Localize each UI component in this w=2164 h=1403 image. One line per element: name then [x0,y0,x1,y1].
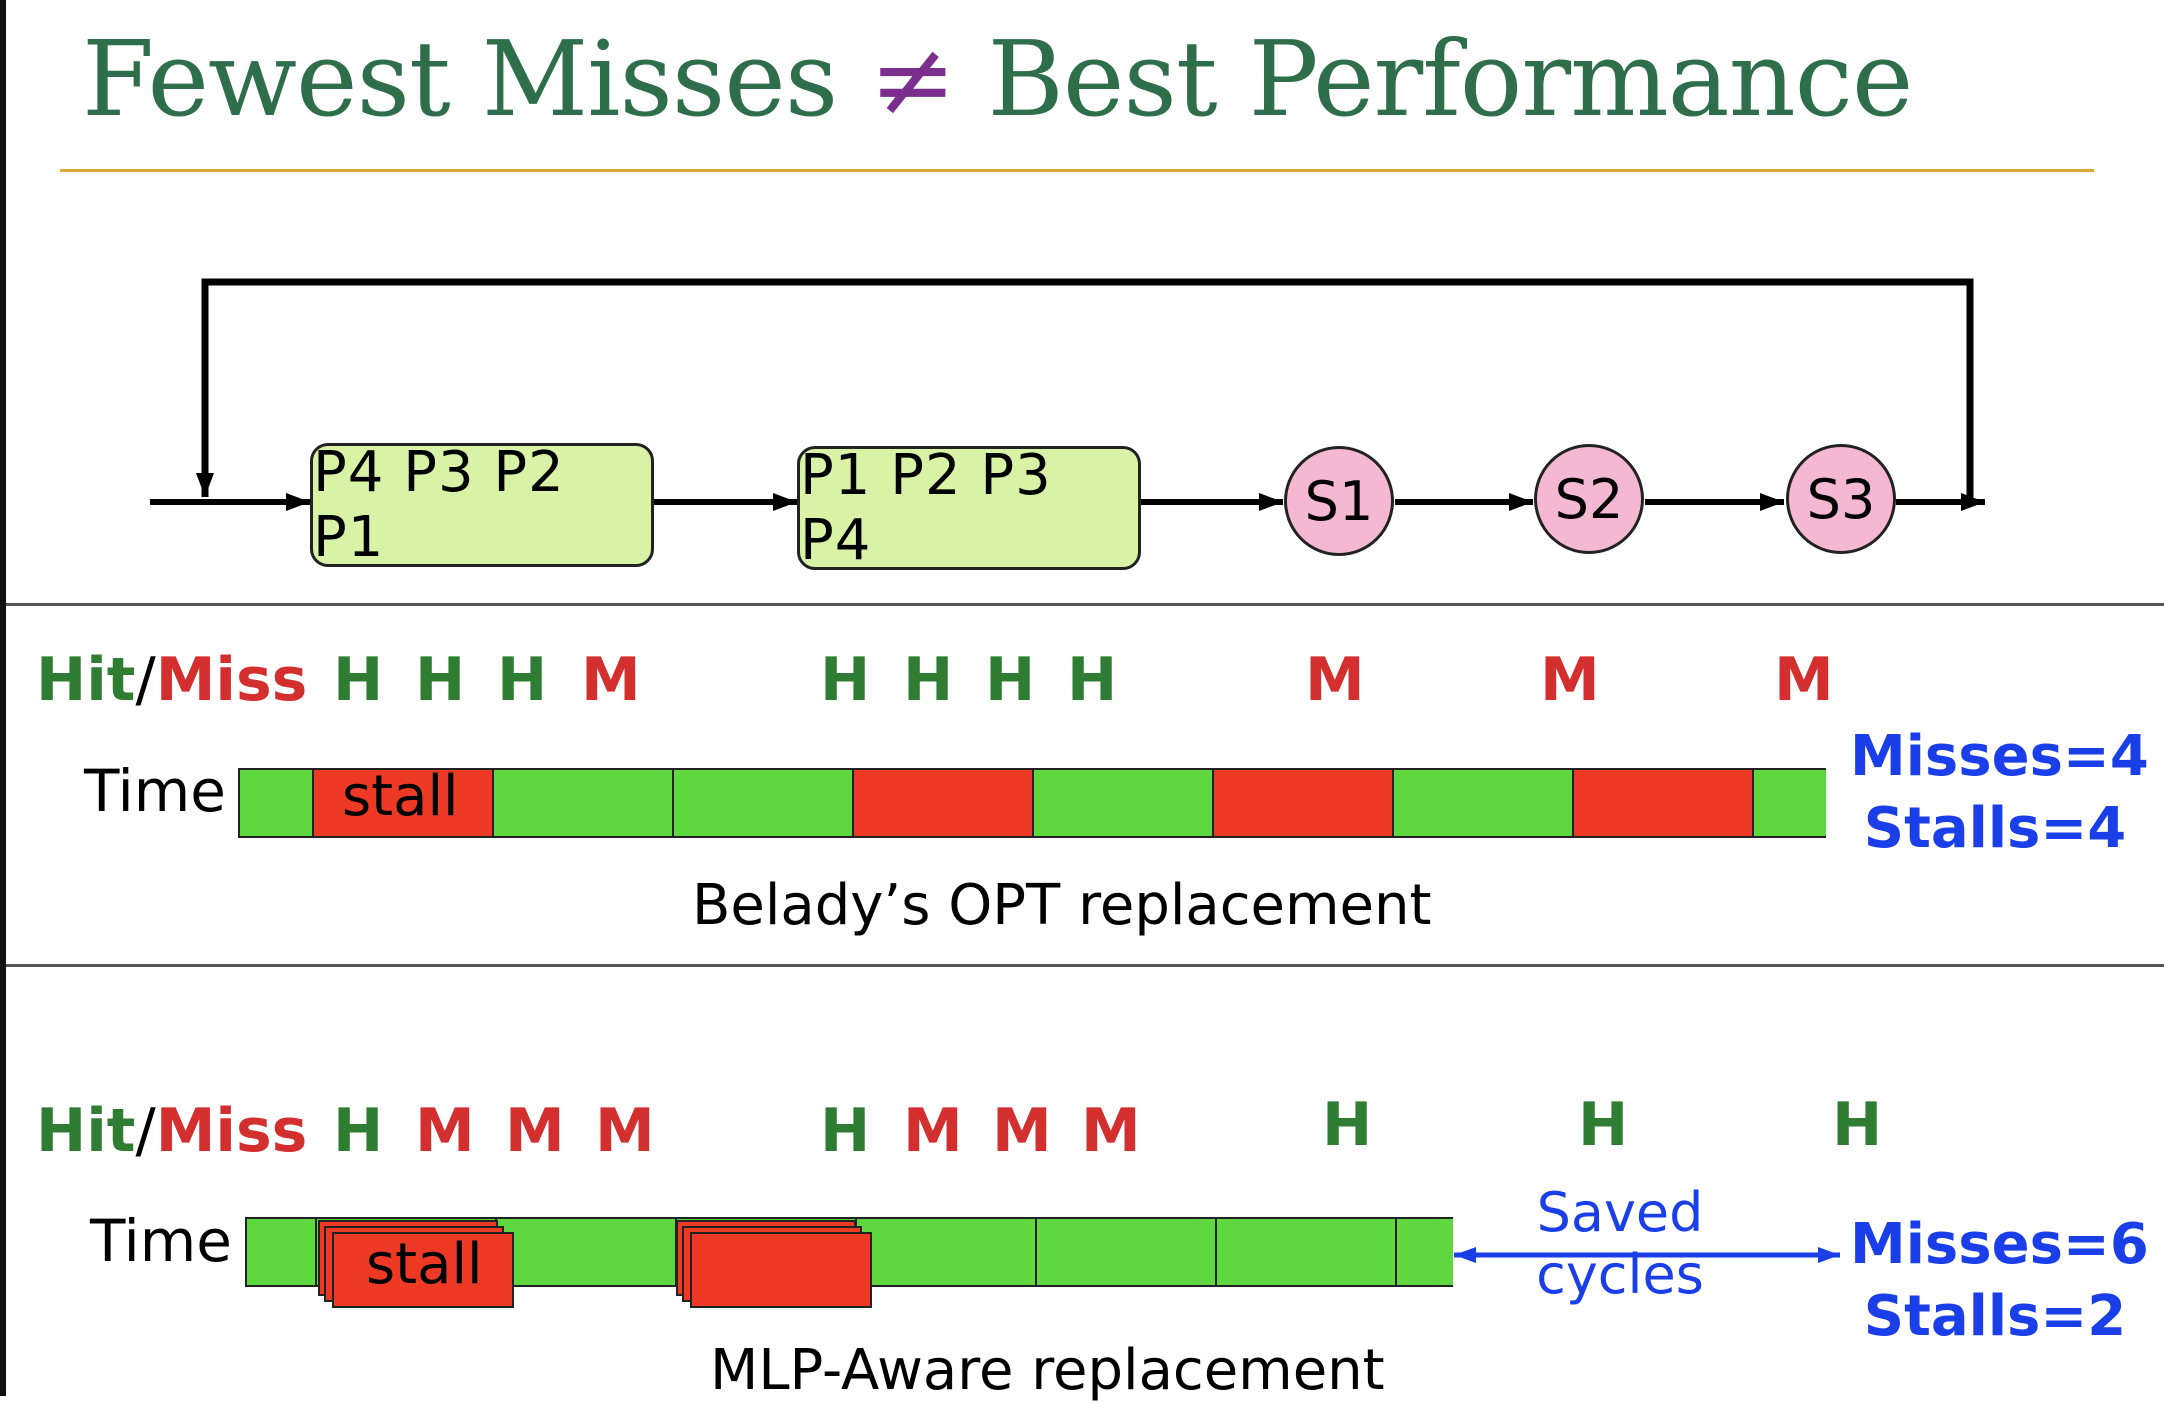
stall-label: stall [366,1232,483,1297]
timeline-segment [1037,1219,1217,1285]
access-group-2: P1 P2 P3 P4 [797,443,1141,573]
mlp-hm-9: H [1322,1090,1373,1160]
mlp-caption: MLP-Aware replacement [710,1338,1385,1403]
belady-hm-3: H [497,645,548,715]
saved-cycles-arrow [1454,1247,1840,1263]
timeline-stall-segment [1574,770,1754,836]
timeline-segment [1397,1219,1453,1285]
section-divider-1 [6,603,2164,606]
timeline-segment [1394,770,1574,836]
title-underline [60,169,2094,172]
page-title: Fewest Misses ≠ Best Performance [82,18,1913,140]
mlp-hit-miss-label: Hit/Miss [36,1096,308,1166]
stall-stack-front: stall [332,1232,514,1308]
timeline-segment [247,1219,317,1285]
mlp-hm-6: M [903,1096,963,1166]
mlp-hm-3: M [505,1096,565,1166]
belady-timeline: stall [238,764,1826,838]
timeline-segment [1034,770,1214,836]
mlp-hm-8: M [1081,1096,1141,1166]
mlp-time-label: Time [90,1207,232,1275]
timeline-segment [1217,1219,1397,1285]
mlp-hm-5: H [820,1096,871,1166]
belady-caption: Belady’s OPT replacement [692,873,1432,938]
access-s2: S2 [1534,444,1644,554]
timeline-segment [857,1219,1037,1285]
timeline-segment [240,770,314,836]
mlp-hm-7: M [992,1096,1052,1166]
belady-stalls-stat: Stalls=4 [1863,796,2127,861]
timeline-segment [1754,770,1826,836]
belady-hm-8: H [1067,645,1118,715]
mlp-hm-11: H [1832,1090,1883,1160]
timeline-stall-segment: stall [314,764,494,836]
belady-misses-stat: Misses=4 [1850,724,2149,789]
timeline-segment [674,770,854,836]
timeline-stall-segment [854,770,1034,836]
access-group-1: P4 P3 P2 P1 [310,440,654,570]
belady-hm-10: M [1540,645,1600,715]
timeline-segment [497,1219,677,1285]
belady-hm-2: H [415,645,466,715]
belady-hm-9: M [1305,645,1365,715]
belady-hit-miss-label: Hit/Miss [36,645,308,715]
belady-time-label: Time [84,757,226,825]
timeline-stall-segment [1214,770,1394,836]
belady-hm-7: H [985,645,1036,715]
stall-stack-front [690,1232,872,1308]
mlp-hm-1: H [333,1096,384,1166]
mlp-hm-4: M [595,1096,655,1166]
not-equal-symbol: ≠ [869,18,956,140]
mlp-hm-2: M [415,1096,475,1166]
mlp-misses-stat: Misses=6 [1850,1212,2149,1277]
mlp-hm-10: H [1578,1090,1629,1160]
timeline-segment [494,770,674,836]
belady-hm-1: H [333,645,384,715]
belady-hm-11: M [1774,645,1834,715]
belady-hm-5: H [820,645,871,715]
access-flow-arrows [150,278,1985,511]
belady-hm-4: M [581,645,641,715]
access-s1: S1 [1284,446,1394,556]
saved-cycles-label: Saved cycles [1536,1181,1704,1306]
mlp-stalls-stat: Stalls=2 [1863,1284,2127,1349]
belady-hm-6: H [903,645,954,715]
access-s3: S3 [1786,444,1896,554]
left-border [0,0,6,1396]
section-divider-2 [6,964,2164,967]
stall-label: stall [342,764,459,829]
